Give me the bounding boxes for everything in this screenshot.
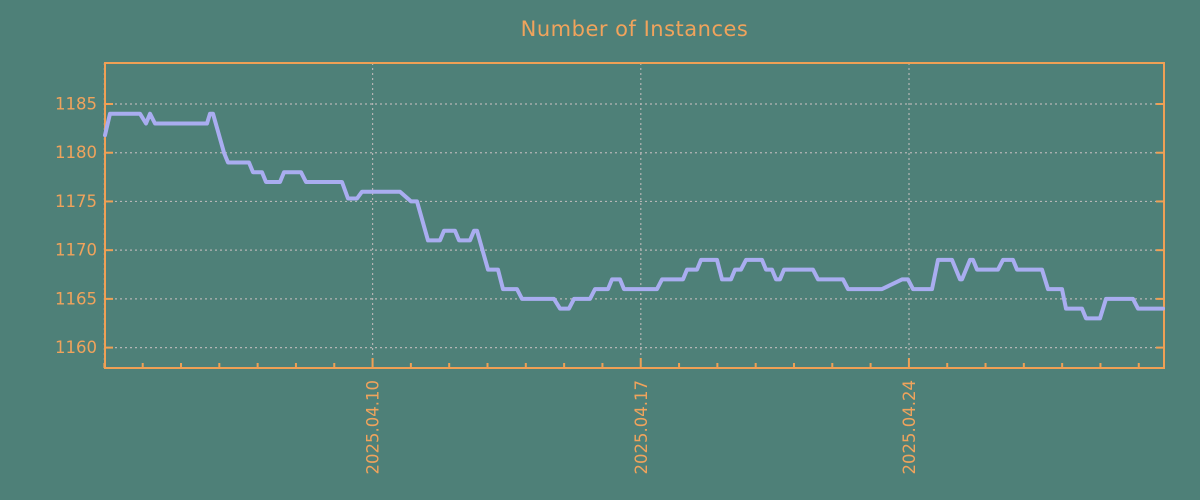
y-tick-label: 1175 <box>55 192 97 211</box>
y-tick-label: 1160 <box>55 338 97 357</box>
x-tick-label: 2025.04.10 <box>364 380 383 474</box>
y-tick-label: 1165 <box>55 289 97 308</box>
x-tick-label: 2025.04.17 <box>632 380 651 474</box>
series-line <box>103 111 1165 321</box>
y-tick-label: 1170 <box>55 241 97 260</box>
chart-title: Number of Instances <box>520 17 749 41</box>
plot-border <box>104 62 1165 369</box>
y-tick-label: 1185 <box>55 95 97 114</box>
y-tick-label: 1180 <box>55 143 97 162</box>
x-tick-label: 2025.04.24 <box>900 380 919 474</box>
